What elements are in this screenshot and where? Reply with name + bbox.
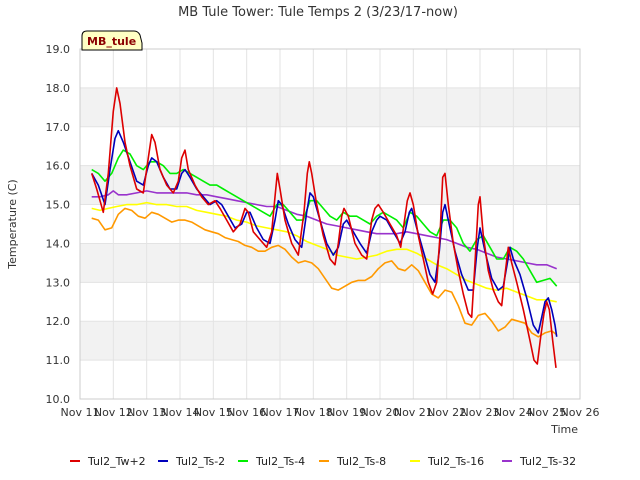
x-tick-label: Nov 15 bbox=[194, 406, 233, 419]
legend-item: Tul2_Tw+2 bbox=[70, 455, 146, 468]
legend-item: Tul2_Ts-8 bbox=[319, 455, 386, 468]
series-lines bbox=[90, 87, 558, 368]
station-label-tab bbox=[81, 30, 143, 51]
y-tick-label: 16.0 bbox=[46, 160, 71, 173]
y-tick-label: 10.0 bbox=[46, 393, 71, 406]
plot-frame bbox=[79, 48, 581, 400]
y-axis-ticks: 10.0 11.0 12.0 13.0 14.0 15.0 16.0 17.0 18.0 19.0 bbox=[46, 43, 71, 406]
x-axis-label: Time bbox=[550, 423, 578, 436]
legend-item: Tul2_Ts-2 bbox=[158, 455, 225, 468]
x-tick-label: Nov 26 bbox=[561, 406, 600, 419]
chart-title: MB Tule Tower: Tule Temps 2 (3/23/17-now… bbox=[178, 5, 458, 20]
y-tick-label: 18.0 bbox=[46, 82, 71, 95]
x-tick-label: Nov 17 bbox=[261, 406, 300, 419]
x-tick-label: Nov 20 bbox=[361, 406, 400, 419]
legend-label: Tul2_Ts-2 bbox=[175, 455, 225, 468]
x-tick-label: Nov 24 bbox=[494, 406, 533, 419]
y-tick-label: 17.0 bbox=[46, 121, 71, 134]
y-tick-label: 14.0 bbox=[46, 237, 71, 250]
legend-item: Tul2_Ts-32 bbox=[502, 455, 576, 468]
station-label: MB_tule bbox=[87, 35, 136, 48]
x-tick-label: Nov 23 bbox=[461, 406, 500, 419]
legend-item: Tul2_Ts-16 bbox=[410, 455, 484, 468]
legend-label: Tul2_Ts-16 bbox=[427, 455, 484, 468]
x-tick-label: Nov 14 bbox=[161, 406, 200, 419]
legend-label: Tul2_Tw+2 bbox=[87, 455, 146, 468]
series-line-tul2-ts-2 bbox=[91, 129, 558, 337]
x-tick-label: Nov 12 bbox=[94, 406, 133, 419]
series-line-tul2-tw-2 bbox=[90, 87, 557, 368]
legend-label: Tul2_Ts-32 bbox=[519, 455, 576, 468]
x-tick-label: Nov 19 bbox=[327, 406, 366, 419]
x-tick-label: Nov 18 bbox=[294, 406, 333, 419]
y-axis-label: Temperature (C) bbox=[6, 179, 19, 269]
x-tick-label: Nov 11 bbox=[61, 406, 100, 419]
legend-label: Tul2_Ts-8 bbox=[336, 455, 386, 468]
x-tick-label: Nov 22 bbox=[427, 406, 466, 419]
x-tick-label: Nov 16 bbox=[227, 406, 266, 419]
y-tick-label: 12.0 bbox=[46, 315, 71, 328]
y-tick-label: 13.0 bbox=[46, 276, 71, 289]
y-tick-label: 15.0 bbox=[46, 199, 71, 212]
station-label-box: MB_tule bbox=[81, 30, 143, 51]
y-tick-label: 11.0 bbox=[46, 354, 71, 367]
series-line-tul2-ts-16 bbox=[91, 201, 557, 303]
background-band bbox=[80, 87, 580, 127]
background-band bbox=[80, 165, 580, 205]
series-line-tul2-ts-8 bbox=[91, 207, 558, 338]
x-tick-label: Nov 25 bbox=[527, 406, 566, 419]
x-tick-label: Nov 21 bbox=[394, 406, 433, 419]
legend-label: Tul2_Ts-4 bbox=[255, 455, 305, 468]
legend: Tul2_Tw+2 Tul2_Ts-2 Tul2_Ts-4 Tul2_Ts-8 Tul2… bbox=[70, 455, 576, 468]
y-tick-label: 19.0 bbox=[46, 43, 71, 56]
x-tick-label: Nov 13 bbox=[127, 406, 166, 419]
legend-item: Tul2_Ts-4 bbox=[238, 455, 305, 468]
